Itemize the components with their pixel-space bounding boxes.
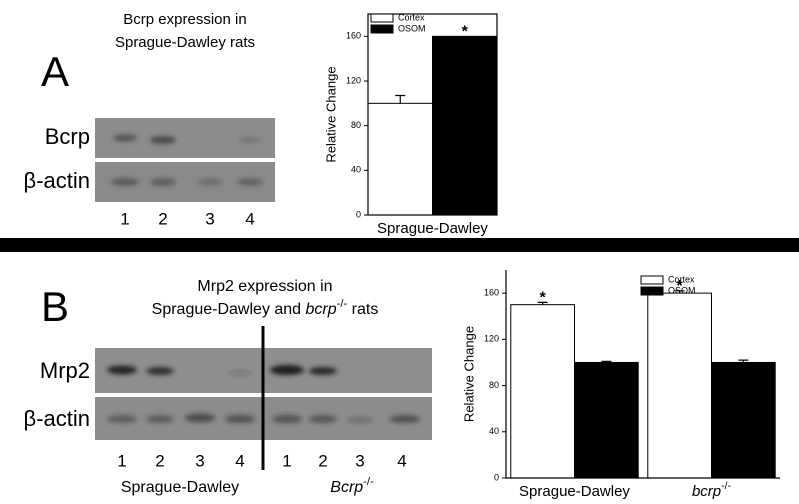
y-tick-label: 160 xyxy=(346,31,361,41)
x-tick-label: Sprague-Dawley xyxy=(377,220,488,237)
title-part: rats xyxy=(347,301,378,318)
blot xyxy=(95,118,275,202)
title-part: bcrp xyxy=(306,301,337,318)
legend-label: OSOM xyxy=(398,23,426,33)
legend-swatch xyxy=(371,25,393,33)
blot-row-label: Bcrp xyxy=(45,124,90,149)
x-tick-label: bcrp-/- xyxy=(692,480,732,500)
group-text: Bcrp xyxy=(330,479,363,496)
significance-mark: * xyxy=(462,24,469,41)
bar xyxy=(648,293,712,478)
lane-label: 2 xyxy=(318,451,327,470)
lane-label: 4 xyxy=(235,451,244,470)
bar xyxy=(575,362,639,478)
bar xyxy=(511,305,575,478)
panel-title: Sprague-Dawley rats xyxy=(115,34,255,51)
y-axis-label: Relative Change xyxy=(323,66,338,162)
y-tick-label: 0 xyxy=(356,209,361,219)
panel-title: Mrp2 expression in xyxy=(197,278,332,295)
lane-label: 1 xyxy=(117,451,126,470)
y-tick-label: 40 xyxy=(489,426,499,436)
category-text: Sprague-Dawley xyxy=(377,220,488,237)
y-tick-label: 40 xyxy=(351,165,361,175)
title-part: Sprague-Dawley and xyxy=(152,301,306,318)
y-tick-label: 120 xyxy=(346,75,361,85)
legend-swatch xyxy=(641,276,663,284)
lane-label: 3 xyxy=(355,451,364,470)
legend-label: OSOM xyxy=(668,285,696,295)
title-superscript: -/- xyxy=(337,298,348,310)
x-tick-label: Sprague-Dawley xyxy=(519,483,630,500)
blot-row-label: β-actin xyxy=(24,168,90,193)
lane-label: 2 xyxy=(158,209,167,228)
significance-mark: * xyxy=(540,290,547,307)
blot-row-label: β-actin xyxy=(24,406,90,431)
separator xyxy=(0,238,799,252)
bar xyxy=(433,36,498,215)
panel-title: Bcrp expression in xyxy=(123,11,246,28)
lane-label: 3 xyxy=(205,209,214,228)
group-superscript: -/- xyxy=(363,476,374,488)
y-tick-label: 80 xyxy=(489,380,499,390)
legend-label: Cortex xyxy=(668,274,695,284)
panel-title: Sprague-Dawley and bcrp-/- rats xyxy=(152,298,379,318)
legend-label: Cortex xyxy=(398,12,425,22)
y-tick-label: 160 xyxy=(484,287,499,297)
bar xyxy=(368,103,433,215)
lane-label: 4 xyxy=(245,209,254,228)
error-bar xyxy=(395,96,405,104)
panel-label: B xyxy=(41,283,69,330)
group-label: Bcrp-/- xyxy=(330,476,374,496)
blot xyxy=(95,326,432,470)
group-label: Sprague-Dawley xyxy=(121,479,239,496)
y-tick-label: 0 xyxy=(494,472,499,482)
y-axis-label: Relative Change xyxy=(461,326,476,422)
blot-row-label: Mrp2 xyxy=(40,358,90,383)
lane-label: 1 xyxy=(282,451,291,470)
y-tick-label: 80 xyxy=(351,120,361,130)
legend-swatch xyxy=(641,287,663,295)
panel-label: A xyxy=(41,48,69,95)
y-tick-label: 120 xyxy=(484,334,499,344)
group-text: Sprague-Dawley xyxy=(121,479,239,496)
bar xyxy=(712,362,776,478)
figure: A Bcrp expression in Sprague-Dawley rats… xyxy=(0,0,799,504)
category-text: bcrp xyxy=(692,483,721,500)
lane-label: 2 xyxy=(155,451,164,470)
lane-label: 1 xyxy=(120,209,129,228)
category-text: Sprague-Dawley xyxy=(519,483,630,500)
lane-label: 4 xyxy=(397,451,406,470)
category-superscript: -/- xyxy=(721,480,731,492)
legend-swatch xyxy=(371,14,393,22)
lane-label: 3 xyxy=(195,451,204,470)
